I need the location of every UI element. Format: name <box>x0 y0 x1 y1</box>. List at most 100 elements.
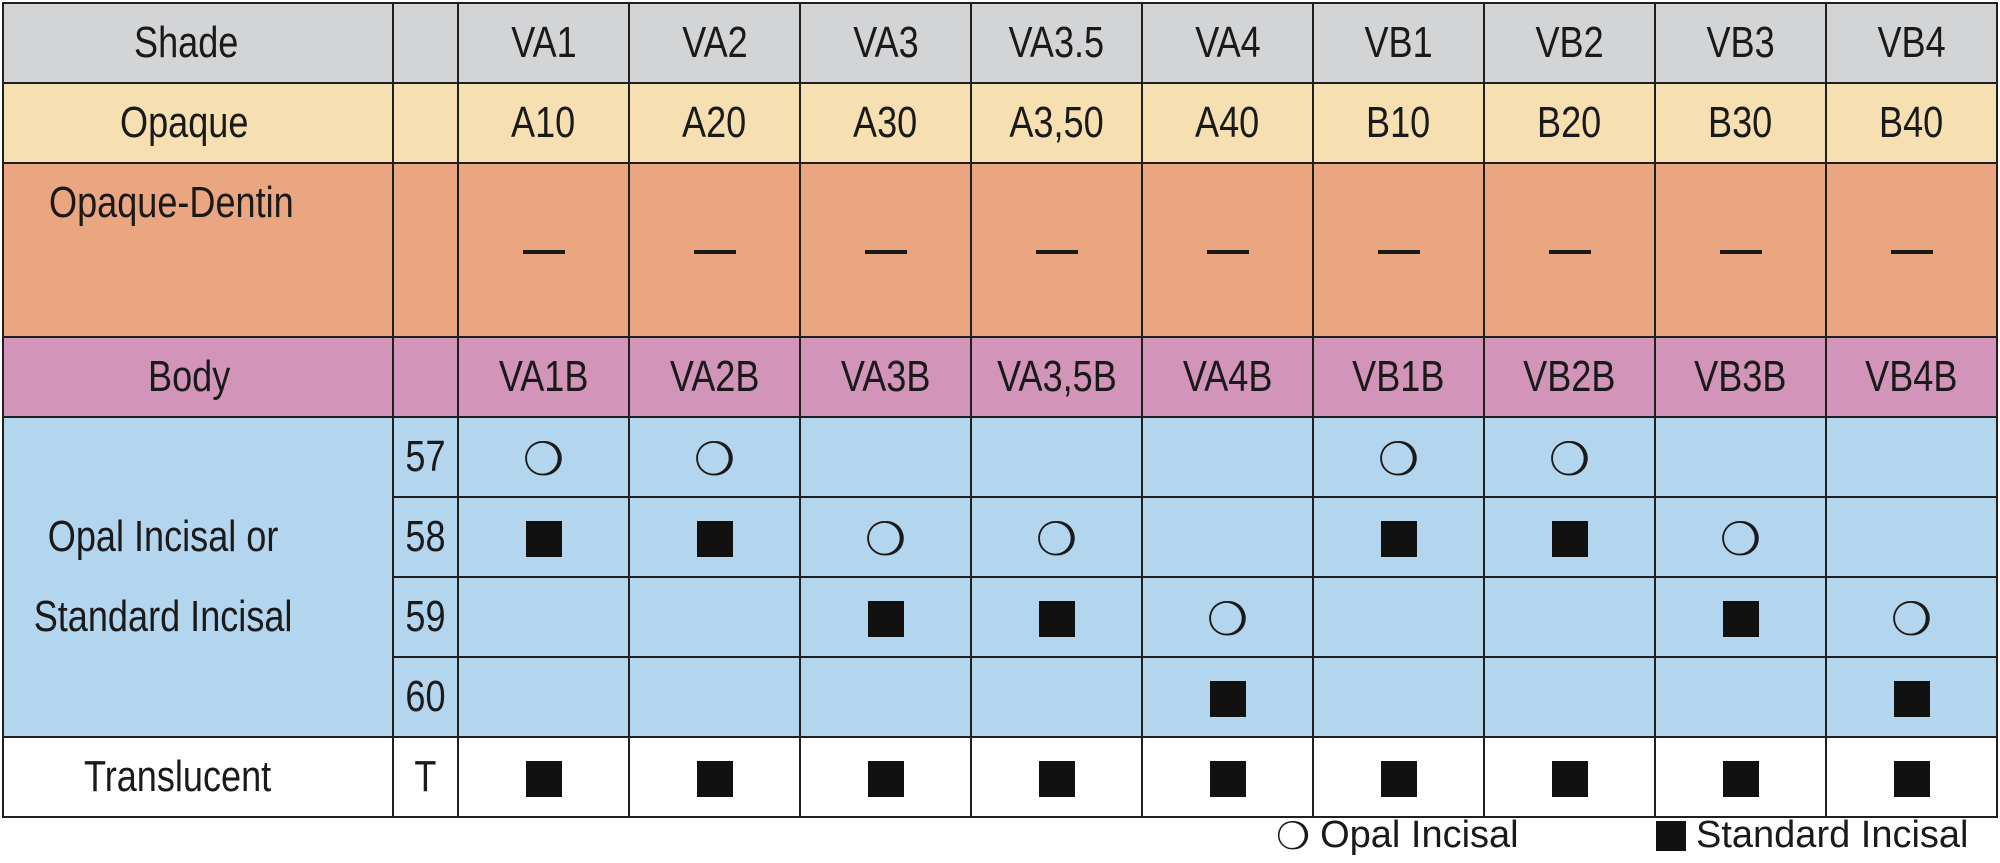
incisal-cell <box>1654 416 1827 498</box>
opaque-cell: A40 <box>1141 82 1314 164</box>
incisal-cell: ❍ <box>1654 496 1827 578</box>
incisal-cell <box>1825 416 1998 498</box>
incisal-cell <box>1483 656 1656 738</box>
opaque-cell: B20 <box>1483 82 1656 164</box>
opaque-cell: B10 <box>1312 82 1485 164</box>
standard-incisal-mark <box>867 601 904 638</box>
incisal-cell <box>1312 656 1485 738</box>
body-cell: VA2B <box>628 336 801 418</box>
opaque-dentin-cell <box>1141 162 1314 338</box>
column-header: VB3 <box>1654 2 1827 84</box>
incisal-cell <box>799 416 972 498</box>
legend-opal-label: Opal Incisal <box>1320 814 1519 856</box>
opal-incisal-mark: ❍ <box>864 512 907 567</box>
opal-incisal-mark: ❍ <box>693 432 736 487</box>
translucent-cell <box>1654 736 1827 818</box>
translucent-cell <box>1825 736 1998 818</box>
opal-incisal-mark: ❍ <box>1377 432 1420 487</box>
body-cell: VA1B <box>457 336 630 418</box>
opaque-cell: A10 <box>457 82 630 164</box>
incisal-label: Opal Incisal or Standard Incisal <box>2 416 394 738</box>
opaque-dentin-cell <box>1825 162 1998 338</box>
opaque-dentin-cell <box>799 162 972 338</box>
incisal-cell <box>1312 576 1485 658</box>
translucent-cell <box>1312 736 1485 818</box>
translucent-cell <box>457 736 630 818</box>
incisal-cell <box>1825 656 1998 738</box>
body-cell: VB2B <box>1483 336 1656 418</box>
incisal-cell <box>799 656 972 738</box>
body-cell: VA3B <box>799 336 972 418</box>
body-label: Body <box>2 336 394 418</box>
incisal-cell <box>1141 656 1314 738</box>
body-cell: VB4B <box>1825 336 1998 418</box>
incisal-cell <box>457 496 630 578</box>
opaque-cell: A20 <box>628 82 801 164</box>
incisal-cell <box>628 576 801 658</box>
incisal-row-57: Opal Incisal or Standard Incisal 57 ❍ ❍ … <box>2 416 1998 738</box>
incisal-cell <box>1483 576 1656 658</box>
opaque-dentin-cell <box>970 162 1143 338</box>
standard-incisal-mark <box>1209 761 1246 798</box>
opaque-dentin-cell <box>628 162 801 338</box>
opal-incisal-mark: ❍ <box>1035 512 1078 567</box>
column-header: VB1 <box>1312 2 1485 84</box>
incisal-cell <box>970 576 1143 658</box>
incisal-cell: ❍ <box>1483 416 1656 498</box>
body-row: Body VA1B VA2B VA3B VA3,5B VA4B VB1B VB2… <box>2 336 1998 418</box>
incisal-cell: ❍ <box>799 496 972 578</box>
standard-incisal-mark <box>1209 681 1246 718</box>
incisal-cell: ❍ <box>1312 416 1485 498</box>
dash-mark <box>1719 250 1762 255</box>
dash-mark <box>1548 250 1591 255</box>
standard-incisal-mark <box>1038 601 1075 638</box>
legend-opal: ❍ Opal Incisal <box>1276 814 1519 857</box>
standard-incisal-icon <box>1656 820 1686 851</box>
translucent-code: T <box>392 736 459 818</box>
incisal-cell <box>1141 416 1314 498</box>
incisal-cell <box>1141 496 1314 578</box>
incisal-cell: ❍ <box>1825 576 1998 658</box>
incisal-cell <box>1654 656 1827 738</box>
standard-incisal-mark <box>1722 601 1759 638</box>
incisal-row-58: 58 ❍ ❍ ❍ <box>3 496 1998 578</box>
translucent-label: Translucent <box>2 736 394 818</box>
incisal-row-60: 60 <box>3 656 1998 738</box>
standard-incisal-mark <box>1893 681 1930 718</box>
incisal-cell <box>628 656 801 738</box>
standard-incisal-mark <box>525 521 562 558</box>
standard-incisal-mark <box>1380 521 1417 558</box>
body-cell: VA3,5B <box>970 336 1143 418</box>
column-header: VA1 <box>457 2 630 84</box>
translucent-cell <box>1141 736 1314 818</box>
column-header: VB4 <box>1825 2 1998 84</box>
dash-mark <box>1206 250 1249 255</box>
body-cell: VA4B <box>1141 336 1314 418</box>
incisal-cell <box>1483 496 1656 578</box>
standard-incisal-mark <box>867 761 904 798</box>
opal-incisal-mark: ❍ <box>522 432 565 487</box>
incisal-cell <box>970 656 1143 738</box>
body-cell: VB1B <box>1312 336 1485 418</box>
shade-label: Shade <box>2 2 394 84</box>
legend-standard: Standard Incisal <box>1656 814 1969 857</box>
dash-mark <box>1035 250 1078 255</box>
incisal-cell: ❍ <box>628 416 801 498</box>
incisal-cell: ❍ <box>1141 576 1314 658</box>
incisal-cell <box>970 416 1143 498</box>
standard-incisal-mark <box>1380 761 1417 798</box>
incisal-cell <box>1825 496 1998 578</box>
body-cell: VB3B <box>1654 336 1827 418</box>
dash-mark <box>693 250 736 255</box>
opaque-cell: A30 <box>799 82 972 164</box>
translucent-cell <box>970 736 1143 818</box>
standard-incisal-mark <box>696 521 733 558</box>
standard-incisal-mark <box>525 761 562 798</box>
opaque-code-cell <box>392 82 459 164</box>
shade-code-cell <box>392 2 459 84</box>
opal-incisal-mark: ❍ <box>1719 512 1762 567</box>
opal-incisal-icon: ❍ <box>1276 813 1311 858</box>
opaque-cell: B30 <box>1654 82 1827 164</box>
standard-incisal-mark <box>696 761 733 798</box>
incisal-cell <box>457 576 630 658</box>
